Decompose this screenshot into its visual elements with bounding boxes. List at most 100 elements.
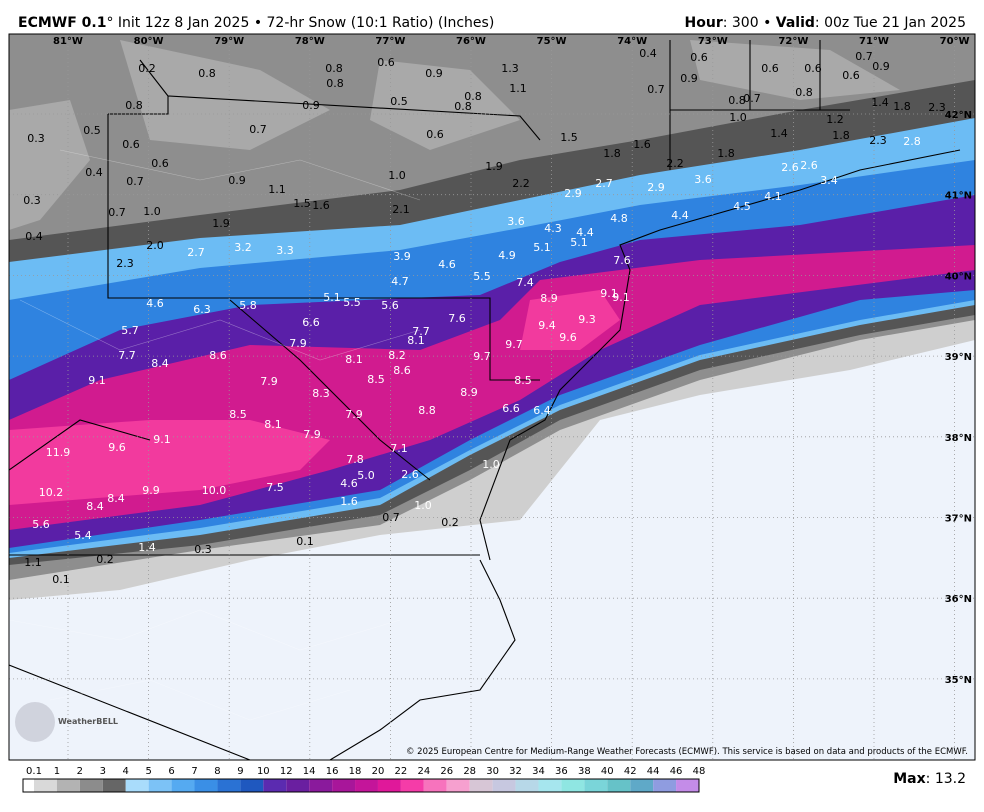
lon-label: 70°W [940, 36, 970, 47]
snow-total: 7.4 [516, 276, 534, 289]
snow-total: 2.6 [800, 159, 818, 172]
snow-total: 4.6 [146, 297, 164, 310]
colorbar-label: 36 [555, 766, 568, 777]
snow-total: 1.8 [832, 129, 850, 142]
snow-total: 2.1 [392, 203, 410, 216]
snow-total: 1.8 [603, 147, 621, 160]
snow-total: 8.1 [407, 334, 425, 347]
snow-total: 5.1 [570, 236, 588, 249]
colorbar-frame [22, 778, 700, 793]
snow-total: 9.9 [142, 484, 160, 497]
snow-total: 7.6 [613, 254, 631, 267]
colorbar-swatch [79, 779, 103, 792]
snow-total: 0.9 [872, 60, 890, 73]
snow-total: 1.6 [633, 138, 651, 151]
run-details: ° Init 12z 8 Jan 2025 • 72-hr Snow (10:1… [106, 15, 494, 31]
snow-total: 8.3 [312, 387, 330, 400]
snow-total: 8.5 [229, 408, 247, 421]
snow-total: 0.6 [426, 128, 444, 141]
colorbar-swatch [125, 779, 149, 792]
snow-total: 0.8 [454, 100, 472, 113]
snow-total: 9.1 [612, 291, 630, 304]
snow-total: 0.9 [228, 174, 246, 187]
snow-total: 0.6 [377, 56, 395, 69]
snow-total: 1.1 [268, 183, 286, 196]
snow-total: 0.4 [639, 47, 657, 60]
snow-total: 2.0 [146, 239, 164, 252]
colorbar-label: 14 [303, 766, 316, 777]
snow-total: 9.6 [108, 441, 126, 454]
colorbar-swatch [332, 779, 356, 792]
snow-total: 1.0 [143, 205, 161, 218]
snow-total: 9.1 [600, 287, 618, 300]
snow-total: 9.1 [88, 374, 106, 387]
colorbar-label: 22 [395, 766, 408, 777]
snow-total: 8.9 [460, 386, 478, 399]
snow-total: 0.9 [425, 67, 443, 80]
snow-total: 1.8 [717, 147, 735, 160]
colorbar-label: 3 [100, 766, 106, 777]
snow-total: 9.1 [153, 433, 171, 446]
snow-total: 0.6 [842, 69, 860, 82]
lon-label: 80°W [134, 36, 164, 47]
snow-total: 0.3 [194, 543, 212, 556]
colorbar-swatch [148, 779, 172, 792]
snow-total: 0.6 [761, 62, 779, 75]
colorbar-swatch [355, 779, 378, 792]
lon-label: 76°W [456, 36, 486, 47]
logo-globe [15, 702, 55, 742]
snow-total: 7.9 [345, 408, 363, 421]
snow-total: 5.0 [357, 469, 375, 482]
colorbar-label: 2 [77, 766, 83, 777]
snow-total: 8.8 [418, 404, 436, 417]
snow-total: 8.1 [345, 353, 363, 366]
snow-total: 1.0 [482, 458, 500, 471]
colorbar-label: 16 [326, 766, 339, 777]
colorbar-swatch [538, 779, 562, 792]
colorbar-swatch [377, 779, 401, 792]
snow-total: 3.6 [694, 173, 712, 186]
snow-total: 8.6 [209, 349, 227, 362]
snow-total: 3.4 [820, 174, 838, 187]
snow-total: 5.1 [533, 241, 551, 254]
snow-total: 1.1 [509, 82, 527, 95]
snow-total: 0.1 [52, 573, 70, 586]
snow-total: 2.7 [595, 177, 613, 190]
snow-total: 2.6 [401, 468, 419, 481]
snow-total: 5.1 [323, 291, 341, 304]
colorbar-swatch [630, 779, 654, 792]
lon-label: 79°W [214, 36, 244, 47]
coastline [329, 149, 961, 760]
snow-total: 2.3 [869, 134, 887, 147]
colorbar-label: 4 [123, 766, 129, 777]
lat-label: 40°N [945, 271, 972, 282]
snow-total: 1.6 [312, 199, 330, 212]
lon-label: 71°W [859, 36, 889, 47]
colorbar-swatch [492, 779, 516, 792]
snow-total: 0.4 [85, 166, 103, 179]
snow-total: 2.3 [116, 257, 134, 270]
colorbar-label: 6 [168, 766, 174, 777]
colorbar-swatch [194, 779, 218, 792]
colorbar-label: 38 [578, 766, 591, 777]
colorbar-swatch [561, 779, 585, 792]
graticule [9, 34, 975, 760]
colorbar: 0.1 1 2 3 4 5 6 7 8 9 10 12 14 16 18 20 22 24 26 28 30 32 34 36… [22, 766, 706, 793]
lat-label: 39°N [945, 352, 972, 363]
colorbar-swatch [286, 779, 310, 792]
snow-total: 4.1 [764, 190, 782, 203]
snow-total: 1.4 [138, 541, 156, 554]
snow-total: 8.5 [514, 374, 532, 387]
snow-total: 0.2 [138, 62, 156, 75]
snow-total: 0.8 [728, 94, 746, 107]
colorbar-label: 48 [693, 766, 706, 777]
snow-total: 8.4 [86, 500, 104, 513]
max: Max: 13.2 [893, 771, 966, 787]
colorbar-swatch [446, 779, 470, 792]
snow-total: 0.9 [680, 72, 698, 85]
snow-total: 4.4 [576, 226, 594, 239]
colorbar-label: 8 [214, 766, 220, 777]
colorbar-label: 46 [670, 766, 683, 777]
snow-total: 3.2 [234, 241, 252, 254]
